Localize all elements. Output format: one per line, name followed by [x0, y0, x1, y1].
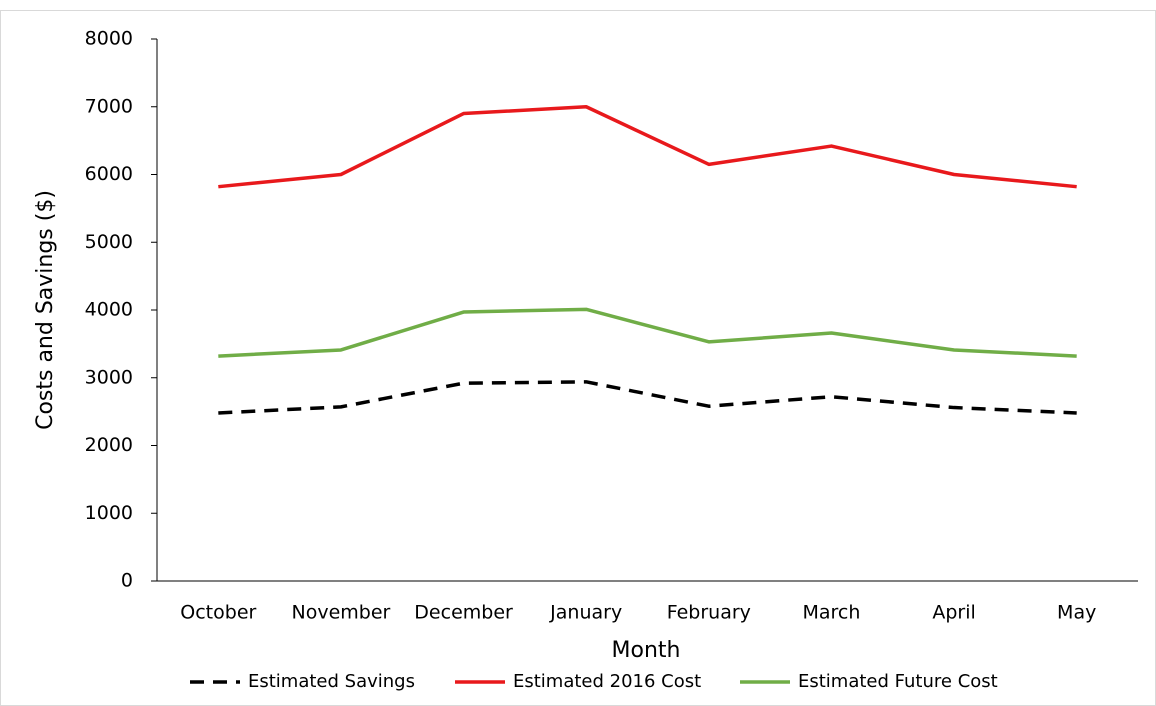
series-line	[218, 105, 1077, 189]
y-tick-label: 4000	[85, 299, 133, 321]
x-tick-label: January	[549, 602, 622, 624]
y-tick-label: 1000	[85, 502, 133, 524]
x-tick-label: November	[292, 602, 391, 624]
legend-label: Estimated 2016 Cost	[513, 671, 701, 692]
y-tick-label: 8000	[85, 28, 133, 50]
y-tick-label: 6000	[85, 163, 133, 185]
legend-label: Estimated Savings	[248, 671, 415, 692]
y-tick-label: 3000	[85, 366, 133, 388]
y-axis-title: Costs and Savings ($)	[33, 190, 58, 430]
x-tick-label: March	[802, 602, 860, 624]
y-tick-label: 0	[121, 570, 133, 592]
series-line	[218, 307, 1077, 358]
x-tick-label: December	[414, 602, 513, 624]
x-axis-title: Month	[612, 638, 681, 663]
y-tick-label: 2000	[85, 434, 133, 456]
x-tick-label: April	[932, 602, 975, 624]
legend-label: Estimated Future Cost	[798, 671, 998, 692]
x-tick-label: May	[1057, 602, 1096, 624]
series-line	[218, 380, 1077, 415]
x-tick-label: October	[180, 602, 256, 624]
y-tick-label: 5000	[85, 231, 133, 253]
x-tick-label: February	[667, 602, 751, 624]
y-tick-label: 7000	[85, 95, 133, 117]
